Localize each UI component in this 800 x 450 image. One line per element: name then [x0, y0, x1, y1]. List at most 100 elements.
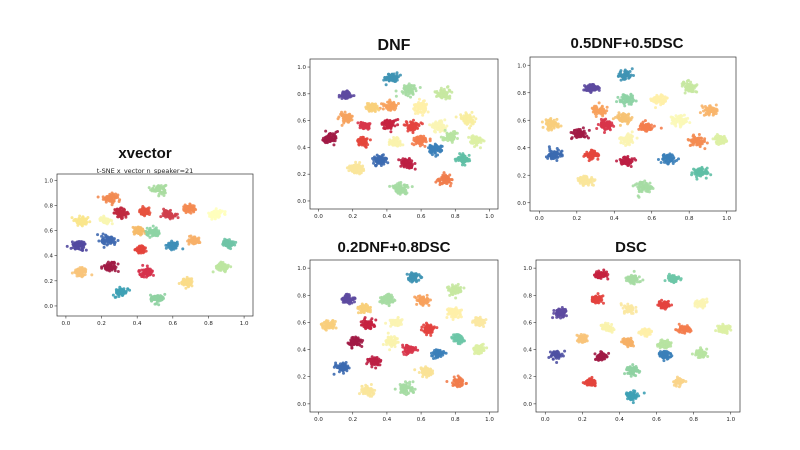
data-point: [603, 110, 607, 114]
data-point: [145, 209, 149, 213]
data-point: [569, 131, 573, 134]
data-point: [188, 202, 192, 206]
data-point: [110, 266, 114, 270]
data-point: [587, 152, 591, 156]
data-point: [617, 72, 621, 76]
data-point: [635, 136, 639, 140]
data-point: [627, 112, 631, 116]
data-point: [350, 118, 354, 122]
data-point: [619, 158, 623, 162]
data-point: [402, 161, 406, 165]
data-point: [401, 91, 405, 95]
data-point: [182, 278, 186, 282]
data-point: [406, 94, 410, 98]
data-point: [176, 216, 180, 220]
data-point: [598, 109, 602, 113]
data-point: [702, 113, 706, 117]
data-point: [128, 288, 132, 292]
data-point: [190, 284, 194, 288]
data-point: [107, 265, 111, 269]
data-point: [608, 126, 612, 130]
data-point: [596, 85, 600, 89]
data-point: [366, 125, 369, 129]
data-point: [689, 80, 693, 84]
data-point: [347, 169, 351, 173]
data-point: [152, 295, 156, 299]
data-point: [586, 87, 590, 91]
data-point: [425, 102, 429, 106]
data-point: [655, 95, 659, 99]
data-point: [367, 102, 371, 106]
data-point: [614, 115, 618, 119]
data-point: [417, 123, 421, 127]
data-point: [649, 123, 653, 127]
data-point: [118, 207, 122, 211]
data-point: [114, 288, 118, 292]
data-point: [404, 120, 408, 124]
data-point: [396, 186, 400, 190]
speaker-cluster: [615, 92, 638, 108]
data-point: [629, 93, 633, 97]
data-point: [151, 224, 155, 228]
y-tick-label: 0.2: [297, 172, 306, 178]
data-point: [367, 109, 371, 113]
data-point: [187, 281, 191, 285]
data-point: [390, 103, 394, 107]
data-point: [102, 245, 106, 249]
data-point: [624, 114, 628, 118]
data-point: [104, 235, 108, 239]
data-point: [630, 67, 634, 71]
speaker-cluster: [680, 78, 699, 95]
data-point: [168, 216, 172, 219]
data-point: [467, 153, 471, 157]
data-point: [80, 265, 84, 269]
data-point: [711, 110, 715, 114]
data-point: [394, 94, 398, 98]
speaker-cluster: [544, 145, 564, 162]
data-point: [701, 106, 705, 110]
data-point: [111, 293, 115, 297]
data-point: [713, 137, 717, 141]
data-point: [413, 139, 417, 143]
speaker-cluster: [186, 234, 202, 246]
data-point: [622, 102, 626, 106]
data-point: [372, 161, 376, 165]
data-point: [434, 148, 438, 152]
data-point: [350, 164, 354, 168]
data-point: [594, 115, 598, 119]
data-point: [113, 295, 117, 299]
speaker-cluster: [595, 117, 616, 134]
data-point: [103, 242, 107, 246]
x-tick-label: 0.8: [204, 321, 213, 327]
data-point: [634, 99, 638, 103]
data-point: [434, 90, 438, 94]
speaker-cluster: [686, 133, 709, 151]
data-point: [123, 211, 127, 215]
data-point: [429, 151, 433, 155]
data-point: [398, 140, 401, 144]
speaker-cluster: [144, 224, 161, 239]
data-point: [390, 72, 394, 76]
data-point: [215, 265, 219, 269]
speaker-cluster: [382, 71, 402, 87]
data-point: [387, 143, 391, 147]
data-point: [386, 124, 390, 128]
data-point: [708, 104, 712, 108]
data-point: [643, 119, 647, 123]
data-point: [404, 160, 408, 164]
data-point: [224, 239, 228, 243]
data-point: [641, 127, 645, 131]
data-point: [458, 152, 462, 156]
data-point: [102, 214, 106, 218]
x-tick-label: 0.8: [685, 216, 694, 222]
data-point: [706, 111, 710, 115]
data-point: [230, 242, 234, 246]
data-point: [619, 69, 623, 73]
data-point: [110, 219, 114, 223]
data-point: [110, 222, 114, 226]
speaker-cluster: [138, 204, 152, 218]
data-point: [439, 149, 443, 153]
data-point: [468, 126, 472, 130]
data-point: [445, 132, 449, 136]
data-point: [379, 164, 383, 168]
